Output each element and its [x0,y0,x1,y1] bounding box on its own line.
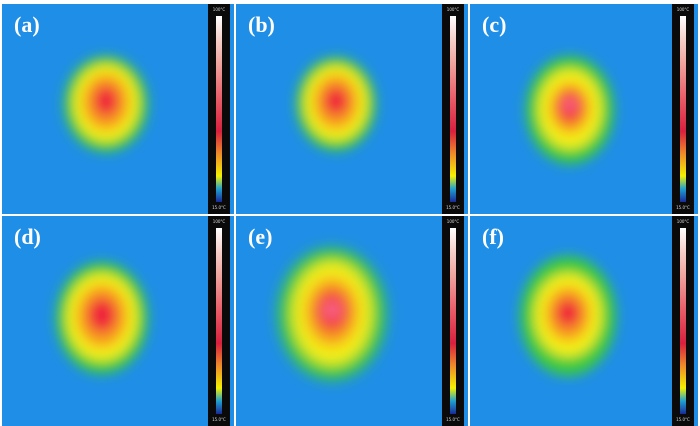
heat-zone-core [324,87,348,115]
color-gradient [450,228,456,414]
color-scale-bar: 100°C 15.0°C [442,4,464,214]
scale-max-label: 100°C [676,219,690,224]
scale-min-label: 15.0°C [212,205,226,210]
heat-zone-core [88,298,116,332]
scale-min-label: 15.0°C [212,417,226,422]
color-scale-bar: 100°C 15.0°C [672,216,694,426]
thermal-map-a [64,56,148,152]
heat-zone-hotspot [565,99,575,111]
scale-max-label: 100°C [446,7,460,12]
scale-min-label: 15.0°C [446,205,460,210]
panel-label: (c) [482,12,507,37]
panel-c: (c) 100°C 15.0°C [470,4,698,214]
thermal-map-d [56,262,148,374]
color-scale-bar: 100°C 15.0°C [672,4,694,214]
color-gradient [450,16,456,202]
thermal-map-f [520,256,616,376]
thermal-map-e [278,248,386,380]
panel-d: (d) 100°C 15.0°C [2,216,234,426]
color-scale-bar: 100°C 15.0°C [442,216,464,426]
panel-a: (a) 100°C 15.0°C [2,4,234,214]
color-gradient [216,228,222,414]
color-gradient [680,228,686,414]
color-gradient [216,16,222,202]
scale-min-label: 15.0°C [676,205,690,210]
panel-label: (f) [482,224,504,249]
color-scale-bar: 100°C 15.0°C [208,4,230,214]
panel-label: (b) [248,12,275,37]
panel-b: (b) 100°C 15.0°C [236,4,468,214]
panel-f: (f) 100°C 15.0°C [470,216,698,426]
scale-max-label: 100°C [212,7,226,12]
panel-e: (e) 100°C 15.0°C [236,216,468,426]
scale-max-label: 100°C [446,219,460,224]
thermal-map-b [296,57,376,151]
scale-min-label: 15.0°C [446,417,460,422]
scale-max-label: 100°C [212,219,226,224]
panel-label: (d) [14,224,41,249]
heat-zone-core [556,299,580,327]
color-scale-bar: 100°C 15.0°C [208,216,230,426]
heat-zone-hotspot [325,302,339,318]
panel-label: (e) [248,224,273,249]
panel-label: (a) [14,12,40,37]
color-gradient [680,16,686,202]
scale-min-label: 15.0°C [676,417,690,422]
heat-zone-core [94,86,118,116]
scale-max-label: 100°C [676,7,690,12]
thermal-map-c [526,56,614,164]
